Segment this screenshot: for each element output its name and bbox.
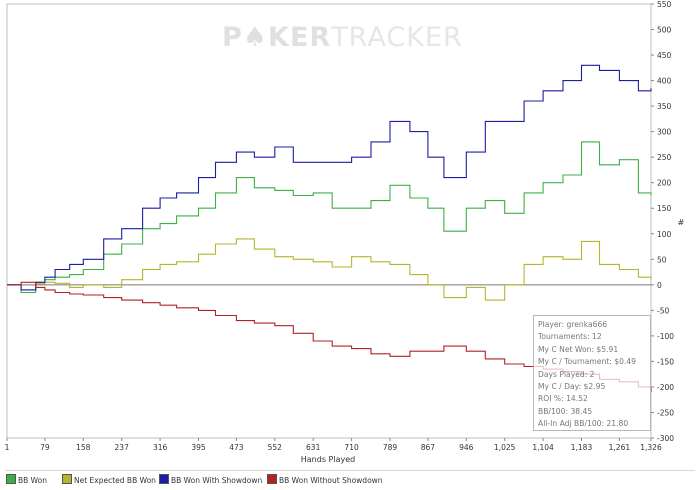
x-tick-label: 1,261 <box>609 443 631 452</box>
x-tick-label: 552 <box>268 443 283 452</box>
stat-bb100: BB/100: 38.45 <box>538 406 593 416</box>
stat-per-day: My C / Day: $2.95 <box>538 382 606 392</box>
x-tick-label: 1 <box>5 443 10 452</box>
y-tick-label: 500 <box>657 26 672 35</box>
y-tick-label: -250 <box>657 408 674 417</box>
legend-label-with-showdown: BB Won With Showdown <box>171 476 263 485</box>
x-tick-label: 395 <box>191 443 206 452</box>
stat-days-played: Days Played: 2 <box>538 369 595 379</box>
legend-label-without-showdown: BB Won Without Showdown <box>279 476 383 485</box>
y-tick-label: 350 <box>657 102 672 111</box>
logo-text-p: P <box>222 22 243 53</box>
y-tick-label: 150 <box>657 204 672 213</box>
grid <box>6 3 652 439</box>
x-tick-label: 789 <box>383 443 398 452</box>
y-tick-label: 450 <box>657 51 672 60</box>
x-tick-label: 237 <box>115 443 130 452</box>
x-tick-label: 867 <box>421 443 436 452</box>
poker-chip-icon: ♠ <box>242 22 269 53</box>
pokertracker-logo: P♠KERTRACKER <box>222 22 463 53</box>
x-tick-label: 631 <box>306 443 321 452</box>
y-tick-label: 50 <box>657 255 667 264</box>
x-tick-label: 158 <box>76 443 91 452</box>
x-tick-label: 1,025 <box>494 443 516 452</box>
legend-label-net-expected: Net Expected BB Won <box>74 476 156 485</box>
x-tick-label: 1,104 <box>532 443 554 452</box>
legend-swatch-net-expected <box>62 474 72 484</box>
y-tick-label: 300 <box>657 128 672 137</box>
stat-per-tournament: My C / Tournament: $0.49 <box>538 357 636 367</box>
y-tick-label: 100 <box>657 230 672 239</box>
y-tick-label: 250 <box>657 153 672 162</box>
y-tick-label: 200 <box>657 179 672 188</box>
stat-roi: ROI %: 14.52 <box>538 394 588 404</box>
axes: 550500450400350300250200150100500-50-100… <box>5 0 675 452</box>
x-axis-label: Hands Played <box>301 455 355 464</box>
y-tick-label: -50 <box>657 306 669 315</box>
x-tick-label: 79 <box>40 443 50 452</box>
legend-swatch-bb-won <box>6 474 16 484</box>
legend-swatch-without-showdown <box>267 474 277 484</box>
series-bb-won <box>7 141 652 294</box>
y-tick-label: -100 <box>657 332 674 341</box>
y-tick-label: 0 <box>657 281 662 290</box>
legend-item-net-expected[interactable]: Net Expected BB Won <box>62 474 156 485</box>
y-axis-label: # <box>678 218 685 227</box>
legend-item-bb-won[interactable]: BB Won <box>6 474 47 485</box>
legend-item-with-showdown[interactable]: BB Won With Showdown <box>159 474 262 485</box>
legend-item-without-showdown[interactable]: BB Won Without Showdown <box>267 474 383 485</box>
x-tick-label: 473 <box>229 443 244 452</box>
y-tick-label: 550 <box>657 0 672 9</box>
y-tick-label: -300 <box>657 434 674 443</box>
legend-divider <box>5 470 695 471</box>
stat-allin-adj-bb100: All-In Adj BB/100: 21.80 <box>538 419 629 429</box>
x-tick-label: 316 <box>153 443 168 452</box>
player-stats-box: Player: grenka666 Tournaments: 12 My C N… <box>533 315 651 431</box>
plot-frame <box>6 3 652 439</box>
series-net-expected <box>7 238 652 301</box>
stat-player: Player: grenka666 <box>538 320 608 329</box>
series-with-showdown <box>7 64 652 291</box>
stat-net-won: My C Net Won: $5.91 <box>538 344 619 354</box>
x-tick-label: 946 <box>459 443 474 452</box>
y-tick-label: -150 <box>657 357 674 366</box>
logo-text-tracker: TRACKER <box>331 22 463 53</box>
y-tick-label: 400 <box>657 77 672 86</box>
logo-text-ker: KER <box>268 22 332 53</box>
y-tick-label: -200 <box>657 383 674 392</box>
x-tick-label: 1,326 <box>640 443 662 452</box>
legend-label-bb-won: BB Won <box>18 476 47 485</box>
chart-legend: BB Won Net Expected BB Won BB Won With S… <box>0 469 700 490</box>
x-tick-label: 710 <box>344 443 359 452</box>
x-tick-label: 1,183 <box>571 443 593 452</box>
legend-swatch-with-showdown <box>159 474 169 484</box>
stat-tournaments: Tournaments: 12 <box>538 332 602 342</box>
